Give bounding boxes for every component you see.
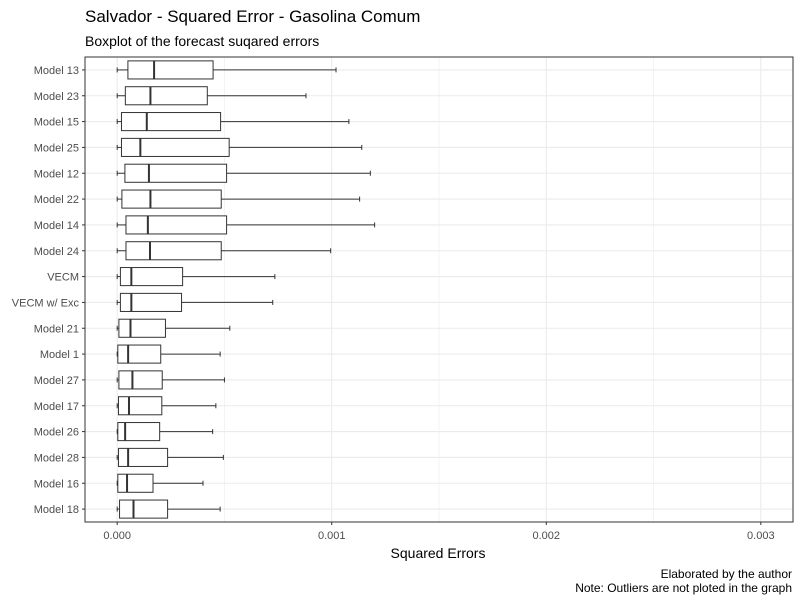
x-axis-title: Squared Errors <box>391 545 486 561</box>
box-model-13 <box>116 60 337 80</box>
box-model-28 <box>116 447 224 467</box>
x-tick-label: 0.000 <box>103 530 131 542</box>
y-tick-label: Model 13 <box>34 65 79 77</box>
y-tick-label: Model 12 <box>34 168 79 180</box>
box-iqr <box>117 344 162 364</box>
y-tick-label: Model 23 <box>34 91 79 103</box>
y-tick-label: Model 18 <box>34 504 79 516</box>
box-model-1 <box>116 344 221 364</box>
x-tick-label: 0.002 <box>533 530 561 542</box>
panel-border <box>84 56 794 523</box>
box-model-25 <box>116 137 363 157</box>
box-iqr <box>124 86 208 106</box>
y-tick-label: Model 15 <box>34 117 79 129</box>
y-tick-label: Model 26 <box>34 427 79 439</box>
y-tick-label: Model 22 <box>34 194 79 206</box>
box-model-26 <box>116 422 214 442</box>
y-tick-label: VECM <box>47 272 79 284</box>
y-tick-label: Model 28 <box>34 452 79 464</box>
box-model-18 <box>116 499 221 519</box>
box-iqr <box>125 241 222 261</box>
box-model-23 <box>116 86 307 106</box>
box-model-16 <box>116 473 204 493</box>
y-tick-label: Model 16 <box>34 478 79 490</box>
box-iqr <box>121 189 222 209</box>
box-iqr <box>118 370 163 390</box>
y-tick-label: Model 14 <box>34 220 79 232</box>
x-tick-label: 0.001 <box>318 530 346 542</box>
boxes-group <box>116 60 376 519</box>
box-model-12 <box>116 163 371 183</box>
box-iqr <box>120 112 222 132</box>
box-iqr <box>124 163 228 183</box>
box-model-27 <box>116 370 225 390</box>
box-model-24 <box>116 241 332 261</box>
caption-line-1: Elaborated by the author <box>661 567 792 581</box>
y-tick-label: Model 17 <box>34 401 79 413</box>
box-vecm <box>116 267 276 287</box>
box-iqr <box>117 473 154 493</box>
y-tick-label: Model 1 <box>40 349 79 361</box>
chart-title: Salvador - Squared Error - Gasolina Comu… <box>85 7 420 26</box>
box-iqr <box>117 396 163 416</box>
box-iqr <box>117 422 161 442</box>
box-model-21 <box>116 318 231 338</box>
y-tick-label: Model 25 <box>34 142 79 154</box>
box-iqr <box>125 215 228 235</box>
x-tick-label: 0.003 <box>747 530 775 542</box>
box-iqr <box>117 447 169 467</box>
box-iqr <box>127 60 214 80</box>
box-iqr <box>119 267 184 287</box>
box-iqr <box>119 499 169 519</box>
box-iqr <box>120 137 230 157</box>
y-tick-label: Model 27 <box>34 375 79 387</box>
y-tick-label: Model 21 <box>34 323 79 335</box>
chart-subtitle: Boxplot of the forecast suqared errors <box>85 33 319 49</box>
y-tick-label: Model 24 <box>34 246 79 258</box>
box-model-14 <box>116 215 376 235</box>
box-model-22 <box>116 189 361 209</box>
box-iqr <box>118 318 166 338</box>
y-tick-label: VECM w/ Exc <box>12 297 80 309</box>
x-tick-labels: 0.000 0.001 0.002 0.003 <box>103 522 775 542</box>
box-iqr <box>119 292 183 312</box>
box-model-15 <box>116 112 350 132</box>
box-model-17 <box>116 396 217 416</box>
box-vecm-w-exc <box>116 292 274 312</box>
y-tick-labels: Model 13 Model 23 Model 15 Model 25 Model 12… <box>12 65 85 516</box>
caption-line-2: Note: Outliers are not ploted in the gra… <box>575 581 792 595</box>
